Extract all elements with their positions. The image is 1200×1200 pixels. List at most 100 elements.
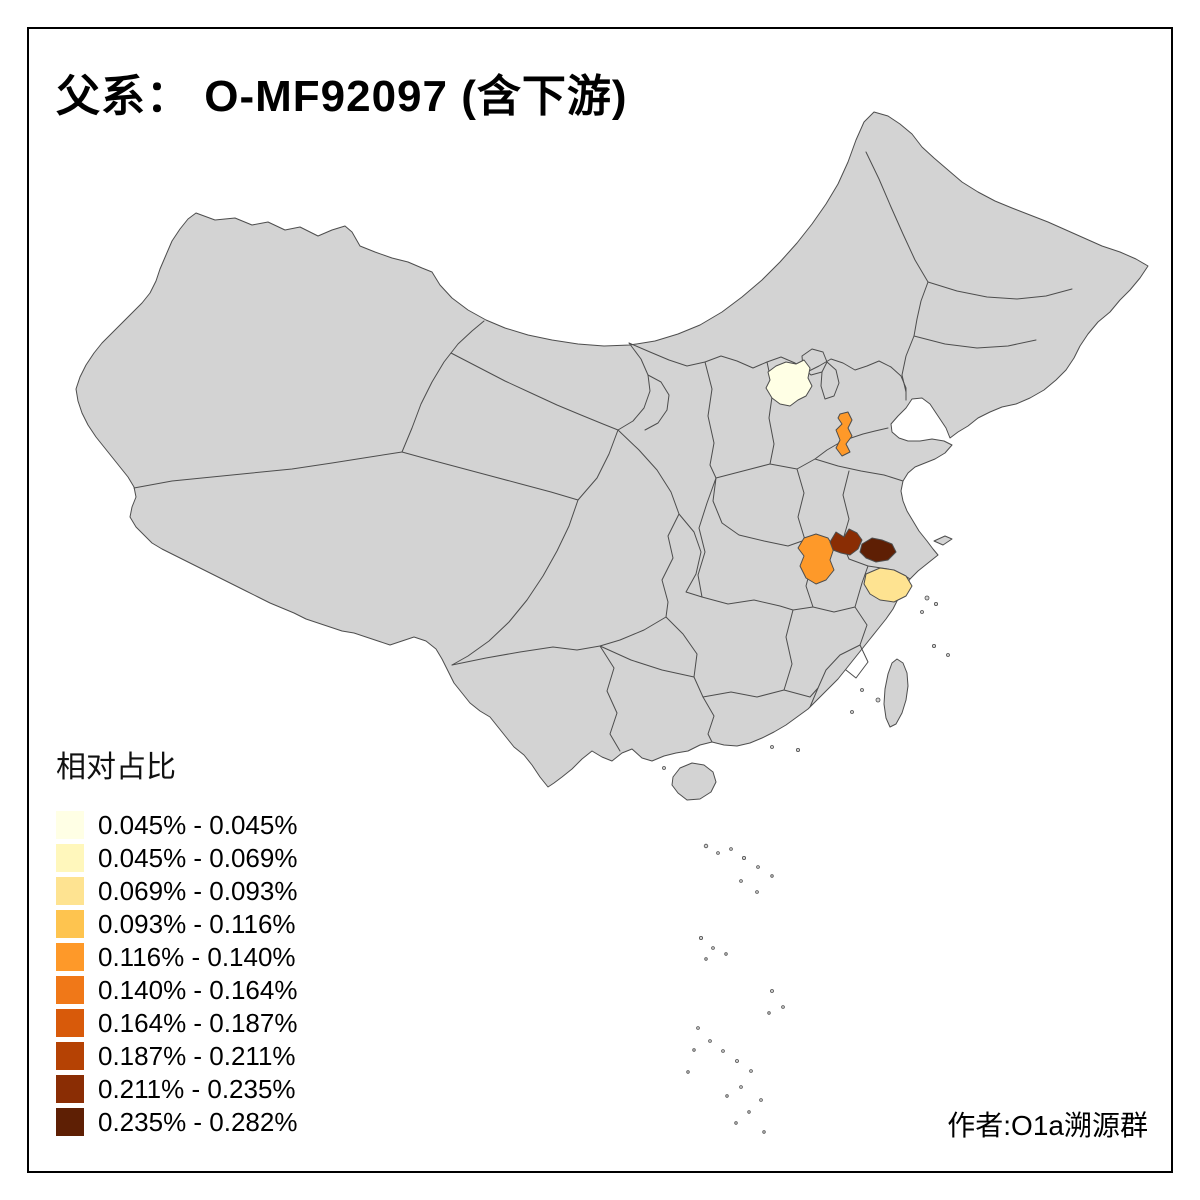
map-shape (845, 606, 869, 679)
map-shape (820, 361, 840, 400)
map-shape (697, 477, 717, 598)
map-shape (875, 697, 881, 703)
map-shape (711, 946, 715, 950)
map-shape (739, 1085, 743, 1089)
legend-label: 0.069% - 0.093% (98, 875, 298, 906)
map-shape (702, 696, 715, 743)
map-shape (796, 748, 801, 753)
highlighted-regions (765, 359, 913, 603)
map-shape (696, 1026, 700, 1030)
map-shape (692, 1048, 696, 1052)
map-shape (617, 342, 651, 431)
island-chongming (933, 535, 953, 546)
legend-swatch (56, 909, 84, 938)
map-shape (932, 644, 937, 649)
map-shape (924, 595, 930, 601)
legend: 相对占比 0.045% - 0.045% 0.045% - 0.069% 0.069… (56, 742, 297, 1138)
map-shape (701, 596, 814, 611)
map-shape (450, 352, 619, 431)
map-shape (699, 936, 704, 941)
map-shape (814, 458, 904, 482)
region-west-shandong (835, 411, 853, 457)
map-shape (920, 610, 924, 614)
legend-item: 0.116% - 0.140% (56, 940, 297, 973)
legend-items: 0.045% - 0.045% 0.045% - 0.069% 0.069% - 0… (56, 808, 297, 1138)
map-shape (599, 645, 695, 678)
map-shape (735, 1059, 739, 1063)
island-taiwan (883, 658, 909, 728)
island-hainan (671, 762, 717, 801)
map-shape (599, 616, 667, 647)
legend-swatch (56, 975, 84, 1004)
legend-label: 0.211% - 0.235% (98, 1073, 296, 1104)
legend-swatch (56, 843, 84, 872)
map-shape (401, 320, 485, 453)
map-shape (901, 335, 915, 401)
legend-item: 0.045% - 0.045% (56, 808, 297, 841)
map-shape (704, 957, 708, 961)
legend-item: 0.187% - 0.211% (56, 1039, 297, 1072)
map-shape (702, 687, 819, 698)
map-shape (712, 477, 806, 547)
legend-label: 0.235% - 0.282% (98, 1106, 298, 1137)
map-shape (755, 890, 759, 894)
legend-swatch (56, 1008, 84, 1037)
map-title: 父系： O-MF92097 (含下游) (56, 72, 628, 121)
map-shape (678, 513, 703, 598)
map-shape (617, 429, 680, 515)
map-shape (812, 606, 856, 613)
map-shape (704, 361, 717, 479)
map-shape (783, 609, 794, 691)
map-shape (770, 989, 774, 993)
map-shape (913, 335, 1037, 349)
map-shape (927, 281, 1073, 300)
region-south-jiangsu (829, 528, 863, 556)
legend-swatch (56, 1041, 84, 1070)
map-shape (708, 1039, 712, 1043)
legend-label: 0.164% - 0.187% (98, 1007, 298, 1038)
map-shape (946, 653, 950, 657)
map-shape (721, 1049, 725, 1053)
map-shape (854, 565, 869, 608)
map-shape (865, 151, 929, 283)
legend-item: 0.045% - 0.069% (56, 841, 297, 874)
legend-item: 0.069% - 0.093% (56, 874, 297, 907)
legend-swatch (56, 810, 84, 839)
map-shape (796, 468, 806, 541)
map-shape (725, 1094, 729, 1098)
map-shape (451, 499, 579, 666)
map-shape (770, 874, 774, 878)
map-shape (599, 645, 621, 752)
region-shanghai (859, 537, 897, 563)
legend-item: 0.164% - 0.187% (56, 1006, 297, 1039)
map-shape (749, 1069, 753, 1073)
legend-label: 0.140% - 0.164% (98, 974, 298, 1005)
map-shape (724, 952, 728, 956)
small-islands (662, 595, 950, 1134)
legend-label: 0.045% - 0.069% (98, 842, 298, 873)
map-shape (686, 1070, 690, 1074)
map-shape (809, 644, 861, 708)
legend-label: 0.093% - 0.116% (98, 908, 296, 939)
map-shape (767, 1011, 771, 1015)
legend-label: 0.116% - 0.140% (98, 941, 296, 972)
map-shape (716, 851, 720, 855)
map-shape (934, 602, 939, 607)
map-shape (729, 847, 733, 851)
region-central-anhui (797, 533, 835, 585)
map-shape (665, 616, 704, 698)
legend-swatch (56, 1107, 84, 1136)
map-shape (759, 1098, 763, 1102)
map-shape (742, 856, 747, 861)
map-shape (703, 843, 709, 849)
legend-swatch (56, 942, 84, 971)
map-shape (662, 766, 666, 770)
legend-label: 0.187% - 0.211% (98, 1040, 296, 1071)
author-credit: 作者:O1a溯源群 (947, 1110, 1148, 1141)
legend-item: 0.093% - 0.116% (56, 907, 297, 940)
map-shape (577, 429, 619, 501)
legend-item: 0.211% - 0.235% (56, 1072, 297, 1105)
map-shape (762, 1130, 766, 1134)
